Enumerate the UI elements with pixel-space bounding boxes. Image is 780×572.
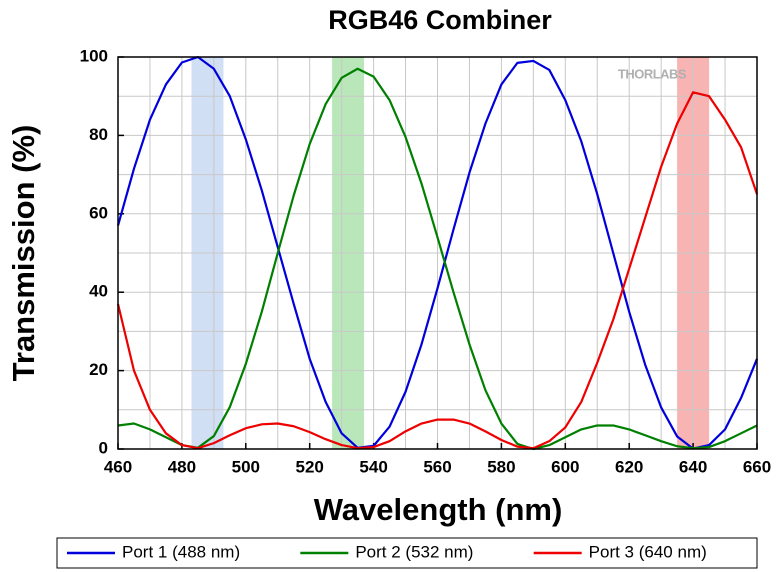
y-axis-label: Transmission (%)	[6, 125, 41, 382]
y-tick-label: 80	[89, 125, 108, 144]
legend-label: Port 1 (488 nm)	[122, 542, 240, 561]
legend-box	[56, 537, 758, 569]
watermark: THORLABS	[618, 66, 687, 81]
x-tick-label: 660	[743, 457, 771, 476]
plot-frame	[117, 56, 758, 450]
y-tick-label: 100	[80, 46, 108, 65]
x-tick-label: 540	[359, 457, 387, 476]
x-axis-label: Wavelength (nm)	[314, 492, 563, 527]
legend-label: Port 2 (532 nm)	[355, 542, 473, 561]
legend-label: Port 3 (640 nm)	[589, 542, 707, 561]
x-tick-label: 480	[168, 457, 196, 476]
x-tick-label: 460	[104, 457, 132, 476]
y-tick-label: 0	[99, 438, 108, 457]
chart-title: RGB46 Combiner	[328, 5, 552, 35]
x-tick-label: 500	[232, 457, 260, 476]
y-tick-label: 20	[89, 360, 108, 379]
y-tick-label: 60	[89, 203, 108, 222]
series-line	[116, 91, 759, 450]
x-tick-label: 600	[551, 457, 579, 476]
legend: Port 1 (488 nm) Port 2 (532 nm) Port 3 (64…	[56, 537, 758, 569]
x-tick-label: 560	[423, 457, 451, 476]
y-tick-label: 40	[89, 282, 108, 301]
x-tick-label: 620	[615, 457, 643, 476]
x-tick-label: 580	[487, 457, 515, 476]
x-tick-label: 520	[296, 457, 324, 476]
series-line	[117, 67, 758, 451]
x-tick-label: 640	[679, 457, 707, 476]
series-line	[116, 55, 759, 450]
